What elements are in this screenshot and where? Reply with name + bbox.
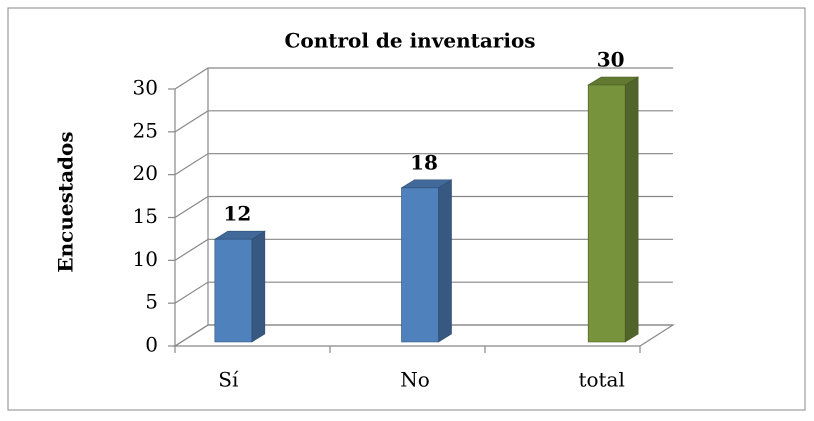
y-tick-label: 15 (133, 204, 158, 228)
grid-line (174, 67, 673, 90)
grid-line (174, 195, 673, 219)
y-tick-label: 10 (133, 247, 158, 271)
data-label: 12 (223, 202, 251, 226)
x-tick-label: No (400, 368, 430, 392)
bar-side (438, 179, 452, 343)
bar-front (401, 187, 439, 343)
grid-line (174, 153, 673, 176)
bar (587, 76, 640, 343)
bar-front (587, 84, 626, 343)
bar-side (251, 230, 266, 343)
x-tick-label: Sí (218, 368, 239, 392)
bar (400, 179, 453, 343)
grid-line (174, 110, 673, 133)
y-tick-label: 30 (133, 76, 158, 100)
bar (213, 230, 266, 343)
y-tick-label: 5 (145, 290, 158, 314)
bar-side (624, 76, 639, 343)
y-axis-label: Encuestados (54, 131, 78, 272)
x-tick-label: total (578, 368, 624, 392)
data-label: 30 (597, 48, 625, 72)
grid-line (174, 324, 673, 347)
bar-front (214, 238, 253, 343)
y-tick-label: 25 (133, 118, 158, 142)
grid-line (174, 281, 673, 304)
grid-line (174, 238, 673, 261)
data-label: 18 (410, 150, 438, 174)
y-tick-label: 0 (145, 333, 158, 357)
y-tick-label: 20 (133, 161, 158, 185)
chart-title: Control de inventarios (284, 29, 535, 53)
